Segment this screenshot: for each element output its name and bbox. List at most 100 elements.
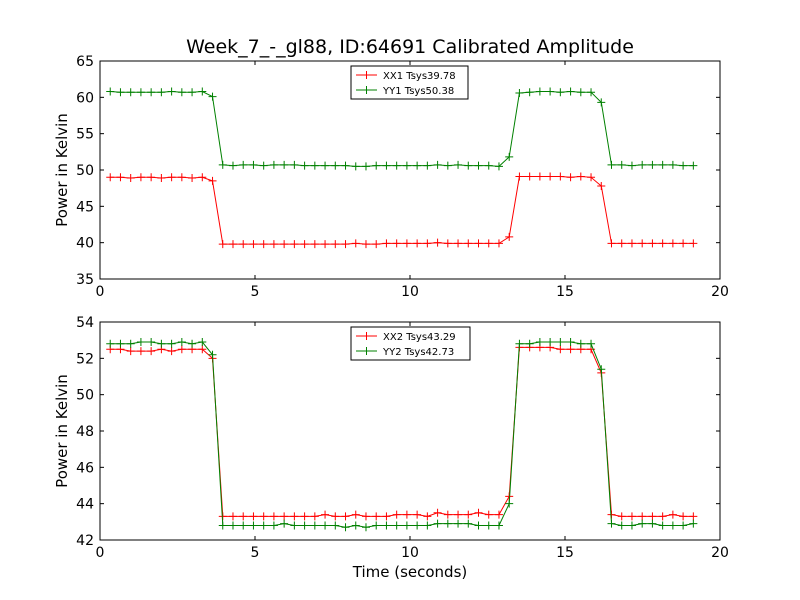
- legend-box: [350, 326, 471, 361]
- data-point: [443, 161, 452, 170]
- data-point: [136, 88, 145, 97]
- data-point: [658, 160, 667, 169]
- data-point: [597, 181, 606, 190]
- data-point: [546, 87, 555, 96]
- data-point: [464, 239, 473, 248]
- data-point: [361, 162, 370, 171]
- data-point: [402, 510, 411, 519]
- data-point: [321, 240, 330, 249]
- data-point: [290, 512, 299, 521]
- data-point: [627, 239, 636, 248]
- data-point: [443, 519, 452, 528]
- data-point: [136, 347, 145, 356]
- data-point: [525, 88, 534, 97]
- data-point: [290, 160, 299, 169]
- data-point: [617, 512, 626, 521]
- data-point: [147, 337, 156, 346]
- data-point: [177, 337, 186, 346]
- x-tick-label: 5: [251, 284, 260, 300]
- data-point: [188, 173, 197, 182]
- data-point: [126, 347, 135, 356]
- data-point: [658, 512, 667, 521]
- data-point: [689, 519, 698, 528]
- data-point: [454, 519, 463, 528]
- data-point: [249, 521, 258, 530]
- data-point: [648, 512, 657, 521]
- data-point: [566, 87, 575, 96]
- data-point: [423, 512, 432, 521]
- data-point: [546, 337, 555, 346]
- data-point: [259, 512, 268, 521]
- data-point: [300, 521, 309, 530]
- figure-title: Week_7_-_gl88, ID:64691 Calibrated Ampli…: [186, 36, 634, 58]
- data-point: [126, 339, 135, 348]
- data-point: [239, 512, 248, 521]
- data-point: [198, 345, 207, 354]
- data-point: [331, 521, 340, 530]
- legend-marker: [362, 347, 371, 355]
- data-point: [607, 239, 616, 248]
- data-point: [259, 240, 268, 249]
- legend-1: XX2 Tsys43.29 YY2 Tsys42.73: [350, 326, 471, 361]
- data-point: [546, 172, 555, 181]
- data-point: [648, 160, 657, 169]
- data-point: [321, 521, 330, 530]
- data-point: [218, 521, 227, 530]
- data-point: [658, 239, 667, 248]
- data-point: [392, 510, 401, 519]
- data-point: [372, 521, 381, 530]
- data-point: [331, 240, 340, 249]
- data-point: [310, 521, 319, 530]
- data-point: [249, 160, 258, 169]
- y-tick-label: 65: [76, 54, 94, 70]
- data-point: [280, 519, 289, 528]
- data-point: [341, 161, 350, 170]
- data-point: [269, 240, 278, 249]
- data-point: [566, 345, 575, 354]
- series-line-yy1: [110, 90, 694, 167]
- data-point: [505, 499, 514, 508]
- data-point: [679, 521, 688, 530]
- data-point: [228, 161, 237, 170]
- y-tick-label: 50: [76, 388, 94, 404]
- legend-marker: [362, 332, 371, 340]
- data-point: [454, 239, 463, 248]
- data-point: [494, 510, 503, 519]
- data-point: [280, 160, 289, 169]
- data-point: [505, 152, 514, 161]
- data-point: [638, 512, 647, 521]
- x-tick-label: 0: [96, 545, 105, 561]
- data-point: [535, 172, 544, 181]
- data-point: [341, 523, 350, 532]
- data-point: [689, 239, 698, 248]
- data-point: [413, 239, 422, 248]
- data-point: [106, 87, 115, 96]
- data-point: [147, 347, 156, 356]
- x-tick-label: 10: [401, 284, 419, 300]
- data-point: [556, 345, 565, 354]
- data-point: [484, 510, 493, 519]
- data-point: [392, 161, 401, 170]
- data-point: [372, 161, 381, 170]
- data-point: [249, 512, 258, 521]
- data-point: [269, 521, 278, 530]
- y-tick-label: 54: [76, 315, 94, 331]
- data-point: [147, 173, 156, 182]
- data-point: [361, 523, 370, 532]
- data-point: [208, 176, 217, 185]
- data-point: [433, 508, 442, 517]
- data-point: [443, 239, 452, 248]
- data-point: [228, 240, 237, 249]
- data-point: [443, 510, 452, 519]
- data-point: [638, 519, 647, 528]
- y-tick-label: 60: [76, 90, 94, 106]
- data-point: [382, 521, 391, 530]
- data-point: [402, 161, 411, 170]
- x-tick-label: 15: [556, 284, 574, 300]
- data-point: [607, 519, 616, 528]
- data-point: [392, 239, 401, 248]
- data-point: [597, 365, 606, 374]
- data-point: [116, 339, 125, 348]
- data-point: [402, 521, 411, 530]
